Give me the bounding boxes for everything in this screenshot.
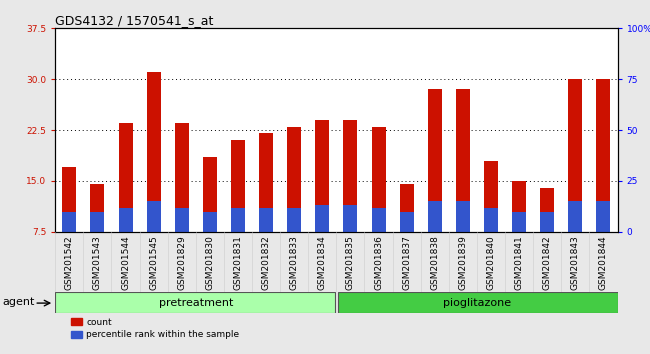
- Bar: [259, 133, 273, 232]
- Text: agent: agent: [3, 297, 35, 307]
- Text: GSM201844: GSM201844: [599, 235, 608, 290]
- Text: GSM201544: GSM201544: [121, 235, 130, 290]
- Bar: [259, 208, 273, 232]
- Text: GSM201830: GSM201830: [205, 235, 214, 290]
- Bar: [428, 90, 442, 232]
- Bar: [118, 208, 133, 232]
- Text: GSM201832: GSM201832: [261, 235, 270, 290]
- Bar: [118, 123, 133, 232]
- Text: GSM201838: GSM201838: [430, 235, 439, 290]
- Bar: [175, 123, 188, 232]
- Text: GSM201834: GSM201834: [318, 235, 327, 290]
- Bar: [287, 127, 301, 232]
- Bar: [343, 120, 358, 232]
- Text: GSM201841: GSM201841: [515, 235, 524, 290]
- Bar: [203, 157, 217, 232]
- Bar: [597, 201, 610, 232]
- Bar: [372, 208, 385, 232]
- Bar: [203, 212, 217, 232]
- Bar: [62, 167, 76, 232]
- Text: pretreatment: pretreatment: [159, 298, 233, 308]
- Bar: [231, 208, 245, 232]
- Text: GSM201842: GSM201842: [543, 235, 552, 290]
- Bar: [315, 205, 330, 232]
- Text: GSM201839: GSM201839: [458, 235, 467, 290]
- Text: GSM201835: GSM201835: [346, 235, 355, 290]
- Bar: [315, 120, 330, 232]
- Bar: [338, 292, 618, 313]
- Text: pioglitazone: pioglitazone: [443, 298, 511, 308]
- Bar: [147, 201, 161, 232]
- Text: GSM201545: GSM201545: [149, 235, 158, 290]
- Bar: [512, 181, 526, 232]
- Bar: [175, 208, 188, 232]
- Text: GSM201543: GSM201543: [93, 235, 102, 290]
- Bar: [400, 184, 413, 232]
- Bar: [231, 140, 245, 232]
- Bar: [400, 212, 413, 232]
- Text: GSM201833: GSM201833: [290, 235, 299, 290]
- Text: GSM201542: GSM201542: [65, 235, 74, 290]
- Bar: [512, 212, 526, 232]
- Text: GDS4132 / 1570541_s_at: GDS4132 / 1570541_s_at: [55, 14, 214, 27]
- Text: GSM201837: GSM201837: [402, 235, 411, 290]
- Bar: [372, 127, 385, 232]
- Bar: [540, 188, 554, 232]
- Bar: [456, 90, 470, 232]
- Bar: [287, 208, 301, 232]
- Bar: [90, 212, 105, 232]
- Text: GSM201836: GSM201836: [374, 235, 383, 290]
- Bar: [428, 201, 442, 232]
- Bar: [597, 79, 610, 232]
- Bar: [484, 208, 498, 232]
- Text: GSM201843: GSM201843: [571, 235, 580, 290]
- Bar: [568, 79, 582, 232]
- Text: GSM201829: GSM201829: [177, 235, 187, 290]
- Bar: [62, 212, 76, 232]
- Bar: [540, 212, 554, 232]
- Bar: [147, 73, 161, 232]
- Bar: [456, 201, 470, 232]
- Bar: [343, 205, 358, 232]
- Bar: [568, 201, 582, 232]
- Bar: [55, 292, 335, 313]
- Text: GSM201840: GSM201840: [486, 235, 495, 290]
- Text: GSM201831: GSM201831: [233, 235, 242, 290]
- Bar: [90, 184, 105, 232]
- Bar: [484, 161, 498, 232]
- Legend: count, percentile rank within the sample: count, percentile rank within the sample: [71, 318, 239, 339]
